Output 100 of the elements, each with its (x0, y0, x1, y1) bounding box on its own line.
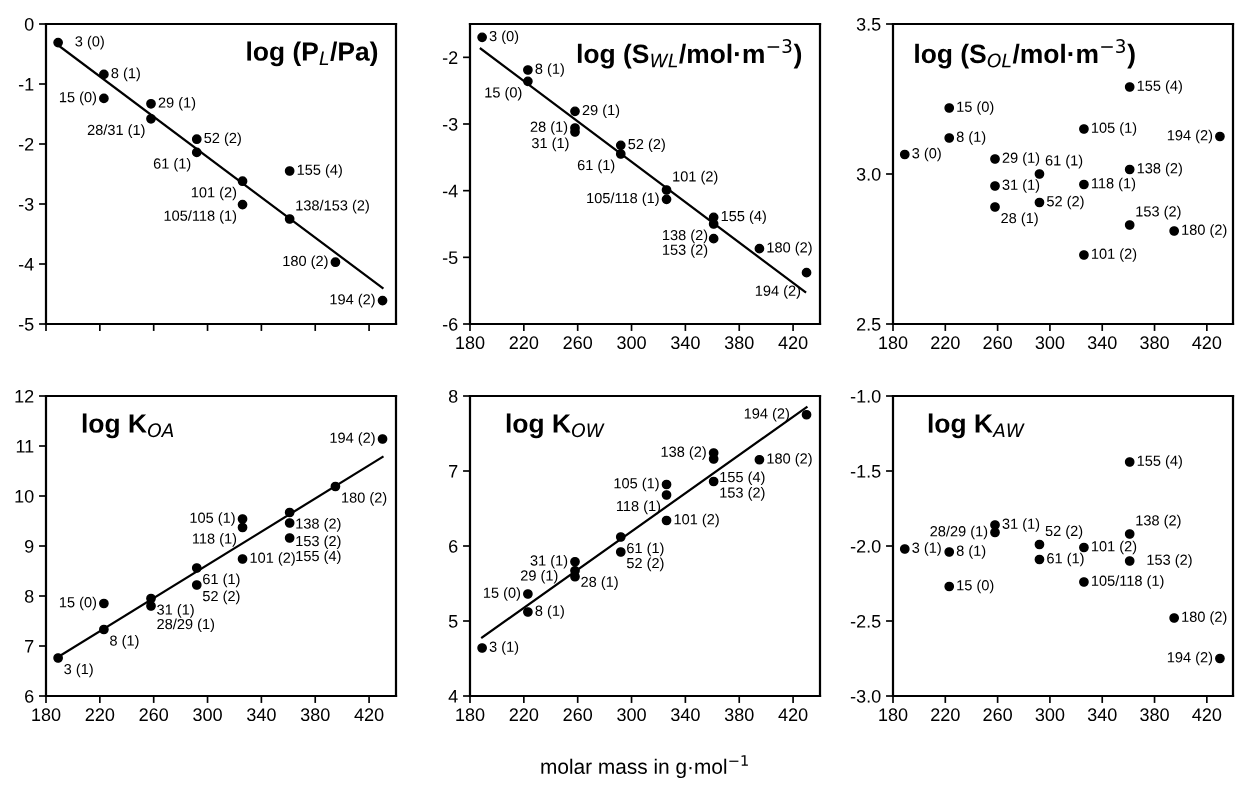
annotation: 61 (1) (1047, 552, 1084, 567)
annotation: 61 (1) (1045, 154, 1083, 169)
annotation: 180 (2) (767, 452, 812, 467)
y-tick-label: 6 (25, 689, 34, 703)
x-tick-label: 300 (193, 708, 222, 722)
annotation: 153 (2) (663, 244, 708, 258)
annotation: 101 (2) (674, 513, 719, 528)
y-tick-label: -5 (442, 251, 458, 265)
y-tick-label: -6 (442, 317, 458, 331)
annotation: 15 (0) (59, 91, 97, 106)
x-tick-label: 220 (509, 708, 539, 722)
x-tick-label: 300 (1035, 336, 1065, 350)
y-tick-label: -3 (18, 197, 34, 211)
annotation: 194 (2) (1167, 651, 1213, 666)
y-tick-label: 12 (15, 389, 34, 403)
annotation: 28 (1) (581, 576, 618, 590)
annotation: 138/153 (2) (296, 199, 369, 214)
annotation: 52 (2) (204, 132, 241, 146)
y-tick-label: 2.5 (857, 317, 881, 331)
annotation: 194 (2) (744, 407, 789, 422)
annotation: 15 (0) (59, 596, 97, 611)
y-tick-label: 7 (25, 640, 34, 653)
annotation: 194 (2) (755, 285, 801, 299)
annotation: 194 (2) (330, 293, 375, 308)
annotation: 8 (1) (111, 67, 140, 82)
x-tick-label: 180 (879, 708, 908, 722)
x-tick-label: 340 (1087, 336, 1117, 350)
annotation: 180 (2) (283, 255, 328, 269)
annotation: 3 (0) (75, 35, 104, 50)
y-tick-label: 3.5 (856, 17, 881, 31)
annotation: 138 (2) (1136, 514, 1181, 529)
x-tick-label: 260 (139, 708, 169, 722)
annotation: 15 (0) (483, 587, 521, 601)
x-tick-label: 380 (1140, 336, 1169, 350)
annotation: 61 (1) (153, 157, 191, 172)
annotation: 155 (4) (297, 164, 342, 178)
annotation: 194 (2) (330, 432, 375, 446)
annotation: 29 (1) (1002, 152, 1040, 166)
annotation: 153 (2) (296, 535, 341, 550)
x-tick-label: 300 (617, 336, 646, 350)
y-tick-label: 11 (16, 440, 34, 453)
y-tick-label: -2.5 (850, 614, 881, 628)
annotation: 194 (2) (1167, 129, 1213, 144)
x-tick-label: 260 (983, 336, 1012, 350)
annotation: 101 (2) (191, 186, 237, 201)
annotation: 31 (1) (531, 137, 569, 152)
annotation: 3 (0) (912, 147, 941, 162)
y-tick-label: -2 (442, 51, 458, 64)
y-tick-label: 8 (448, 389, 458, 403)
y-tick-label: -4 (18, 258, 34, 271)
x-tick-label: 380 (1140, 708, 1169, 722)
x-tick-label: 340 (1087, 708, 1117, 722)
x-tick-label: 380 (724, 336, 754, 350)
annotation: 138 (2) (661, 446, 706, 460)
text: log (P$_{L}$/Pa) (247, 41, 378, 67)
annotation: 153 (2) (1147, 554, 1192, 568)
annotation: 3 (1) (64, 663, 93, 678)
x-tick-label: 180 (879, 336, 908, 350)
annotation: 105 (1) (1091, 122, 1137, 136)
annotation: 155 (4) (296, 550, 341, 565)
x-tick-label: 180 (456, 708, 485, 722)
annotation: 29 (1) (582, 104, 620, 119)
x-tick-label: 380 (724, 708, 754, 722)
annotation: 28/29 (1) (930, 525, 988, 540)
annotation: 15 (0) (957, 101, 994, 115)
annotation: 155 (4) (1137, 455, 1182, 469)
annotation: 29 (1) (158, 97, 196, 111)
y-tick-label: 4 (448, 690, 458, 703)
annotation: 105 (1) (614, 477, 659, 492)
annotation: 180 (2) (767, 241, 812, 256)
y-tick-label: -1 (18, 78, 34, 91)
text: log (S$_{OL}$/mol·m$^{−3}$) (915, 39, 1135, 69)
annotation: 31 (1) (1002, 518, 1040, 532)
text: log (S$_{WL}$/mol·m$^{−3}$) (577, 39, 802, 69)
annotation: 8 (1) (535, 63, 564, 77)
annotation: 118 (1) (1091, 177, 1136, 192)
x-tick-label: 420 (778, 336, 808, 350)
annotation: 31 (1) (1002, 179, 1040, 193)
annotation: 52 (2) (626, 557, 664, 572)
annotation: 153 (2) (720, 487, 765, 501)
x-axis-title: molar mass in g·mol$^{−1}$ (541, 755, 748, 779)
x-tick-label: 220 (85, 708, 115, 722)
x-tick-label: 420 (778, 708, 808, 722)
annotation: 101 (2) (250, 552, 295, 566)
annotation: 138 (2) (296, 518, 341, 532)
annotation: 61 (1) (627, 542, 664, 557)
y-tick-label: 8 (24, 589, 34, 603)
annotation: 52 (2) (1046, 195, 1084, 210)
text: log K$_{OA}$ (82, 413, 174, 439)
annotation: 118 (1) (192, 533, 237, 547)
y-tick-label: -3 (442, 117, 458, 131)
x-tick-label: 420 (1192, 336, 1222, 350)
annotation: 31 (1) (530, 554, 568, 569)
annotation: 28/31 (1) (87, 124, 145, 138)
annotation: 28 (1) (1001, 212, 1038, 227)
y-tick-label: -5 (18, 318, 34, 331)
annotation: 29 (1) (520, 569, 558, 584)
annotation: 61 (1) (577, 159, 615, 174)
y-tick-label: -1.5 (850, 465, 881, 478)
text: log K$_{AW}$ (928, 413, 1025, 439)
